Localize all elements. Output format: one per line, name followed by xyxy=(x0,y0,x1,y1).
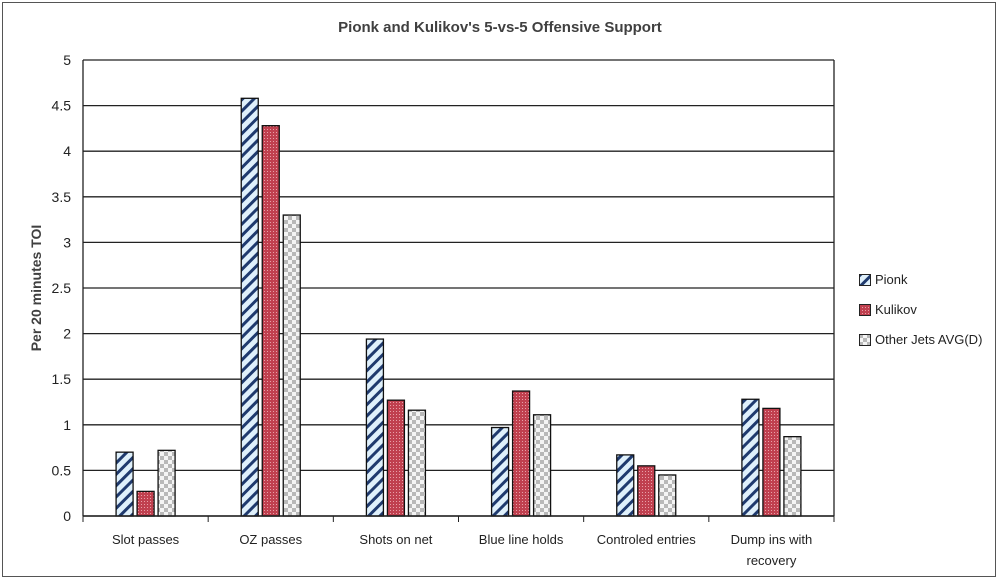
legend-item-pionk: Pionk xyxy=(859,272,908,287)
legend-swatch-pionk xyxy=(859,273,871,286)
bar-other xyxy=(783,436,802,517)
legend-swatch-other xyxy=(859,333,871,346)
legend-swatch-kulikov xyxy=(859,303,871,316)
legend-label: Other Jets AVG(D) xyxy=(875,332,983,347)
bar-kulikov xyxy=(386,399,406,517)
y-tick-label: 2.5 xyxy=(52,280,72,296)
bar-kulikov xyxy=(136,490,155,517)
y-tick-label: 3.5 xyxy=(52,189,72,205)
bar-pionk xyxy=(115,451,134,517)
bar-other xyxy=(532,414,552,517)
y-tick-label: 1 xyxy=(63,417,71,433)
chart-title: Pionk and Kulikov's 5-vs-5 Offensive Sup… xyxy=(338,19,662,36)
bar-kulikov xyxy=(511,390,531,517)
bar-other xyxy=(407,409,427,517)
y-tick-label: 3 xyxy=(63,234,71,250)
bar-other xyxy=(282,214,301,517)
x-tick-label: OZ passes xyxy=(239,532,302,547)
bar-pionk xyxy=(741,398,760,517)
bar-other xyxy=(658,474,677,517)
x-tick-label: Slot passes xyxy=(112,532,180,547)
y-tick-label: 0 xyxy=(63,508,71,524)
y-tick-label: 4 xyxy=(63,143,71,159)
legend-item-other: Other Jets AVG(D) xyxy=(859,332,982,347)
bar-other xyxy=(157,449,176,517)
legend-label: Kulikov xyxy=(875,302,917,317)
bar-pionk xyxy=(240,97,259,517)
legend-label: Pionk xyxy=(875,272,908,287)
x-tick-label: Blue line holds xyxy=(479,532,564,547)
y-tick-label: 0.5 xyxy=(52,462,72,478)
bar-pionk xyxy=(365,338,385,517)
y-tick-label: 4.5 xyxy=(52,98,72,114)
x-tick-label: Shots on net xyxy=(359,532,432,547)
bar-kulikov xyxy=(261,125,280,517)
x-tick-label: Controled entries xyxy=(597,532,696,547)
y-tick-label: 1.5 xyxy=(52,371,72,387)
x-tick-label: Dump ins with xyxy=(731,532,813,547)
bar-kulikov xyxy=(762,407,781,517)
bar-kulikov xyxy=(637,465,656,517)
bar-pionk xyxy=(616,454,635,517)
y-tick-label: 2 xyxy=(63,326,71,342)
x-tick-label: recovery xyxy=(746,553,796,568)
legend-item-kulikov: Kulikov xyxy=(859,302,917,317)
y-tick-label: 5 xyxy=(63,52,71,68)
bar-pionk xyxy=(490,426,510,517)
